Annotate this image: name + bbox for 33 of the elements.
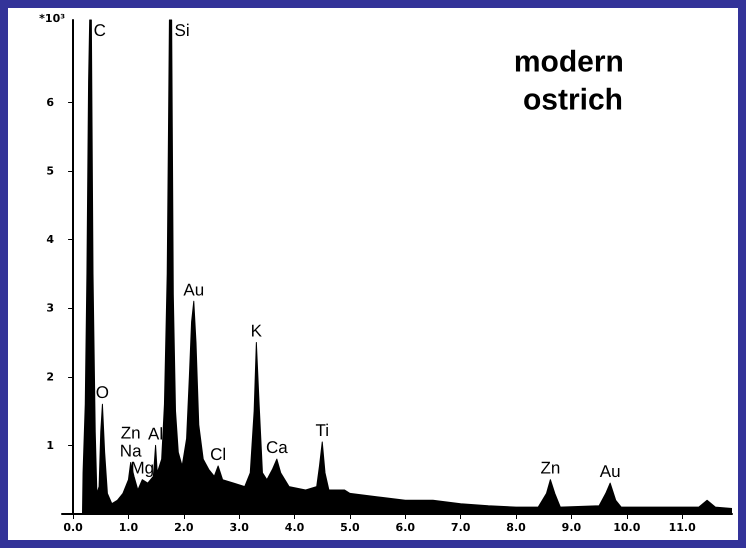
annotation: Ca — [266, 438, 288, 458]
annotation: Zn — [540, 458, 560, 478]
x-tick-label: 4.0 — [284, 521, 305, 534]
annotation: Si — [174, 21, 190, 40]
x-tick-label: 5.0 — [340, 521, 360, 534]
y-axis-title: *10³ — [39, 12, 66, 25]
x-tick-label: 6.0 — [396, 521, 416, 534]
x-tick-label: 0.0 — [63, 521, 84, 534]
y-tick-label: 4 — [46, 233, 54, 246]
y-tick-label: 2 — [46, 370, 54, 384]
annotation: Cl — [210, 444, 226, 464]
text: modern ostrich — [514, 46, 632, 116]
x-tick-label: 2.0 — [174, 521, 194, 534]
x-tick-label: 7.0 — [450, 521, 471, 534]
x-tick-label: 1.0 — [118, 521, 139, 534]
y-tick-label: 1 — [46, 438, 54, 452]
annotation: Zn — [120, 424, 141, 443]
annotation: K — [250, 321, 263, 340]
x-tick-label: 8.0 — [506, 521, 526, 534]
annotation: C — [94, 21, 106, 40]
annotation: Al — [148, 424, 164, 444]
annotation: Ti — [315, 420, 330, 440]
annotation: Na — [120, 442, 142, 461]
annotation: Au — [600, 462, 621, 482]
y-tick-label: 5 — [46, 164, 54, 178]
x-tick-label: 11.0 — [668, 521, 696, 534]
annotation: Au — [183, 280, 204, 300]
x-tick-label: 3.0 — [229, 521, 250, 534]
x-tick-label: 9.0 — [562, 521, 582, 534]
annotation: O — [96, 383, 110, 402]
x-tick-label: 10.0 — [613, 521, 641, 534]
y-tick-label: 6 — [46, 96, 54, 109]
y-tick-label: 3 — [46, 302, 54, 315]
